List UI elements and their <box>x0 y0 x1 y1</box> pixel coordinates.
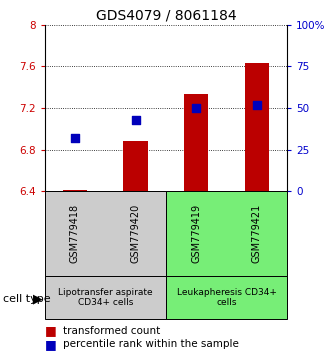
Bar <box>166 276 287 319</box>
Point <box>133 117 138 122</box>
Text: ▶: ▶ <box>33 293 43 306</box>
Text: Lipotransfer aspirate
CD34+ cells: Lipotransfer aspirate CD34+ cells <box>58 288 152 307</box>
Bar <box>45 191 166 276</box>
Text: ■: ■ <box>45 325 56 337</box>
Text: Leukapheresis CD34+
cells: Leukapheresis CD34+ cells <box>177 288 277 307</box>
Bar <box>166 191 287 276</box>
Bar <box>45 276 166 319</box>
Point <box>254 102 259 108</box>
Bar <box>63 190 87 191</box>
Text: cell type: cell type <box>3 294 51 304</box>
Text: GSM779421: GSM779421 <box>252 204 262 263</box>
Text: ■: ■ <box>45 338 56 350</box>
Title: GDS4079 / 8061184: GDS4079 / 8061184 <box>95 8 236 22</box>
Bar <box>245 63 269 191</box>
Bar <box>123 141 148 191</box>
Text: percentile rank within the sample: percentile rank within the sample <box>63 339 239 349</box>
Text: GSM779420: GSM779420 <box>130 204 141 263</box>
Text: GSM779419: GSM779419 <box>191 204 201 263</box>
Bar <box>184 95 208 191</box>
Point <box>72 135 78 141</box>
Text: transformed count: transformed count <box>63 326 160 336</box>
Point <box>193 105 199 111</box>
Text: GSM779418: GSM779418 <box>70 204 80 263</box>
